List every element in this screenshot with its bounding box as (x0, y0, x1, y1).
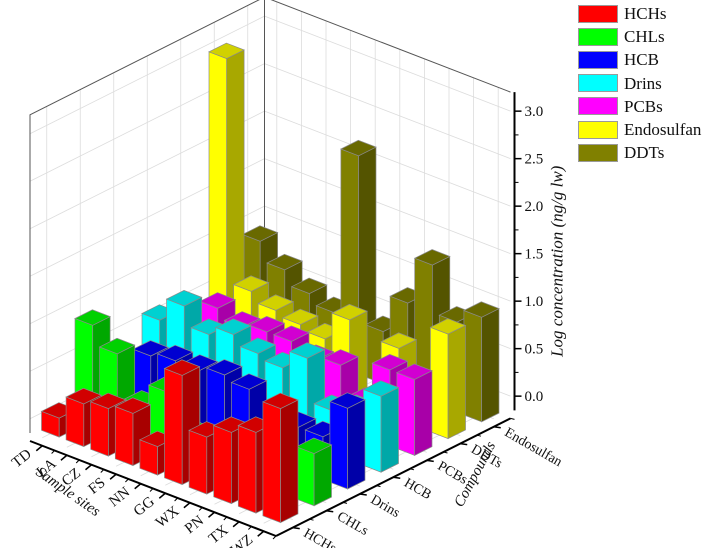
legend-label: PCBs (624, 96, 663, 116)
bar-hcb-wz (329, 392, 366, 490)
legend-swatch-pcbs (578, 97, 618, 116)
site-tick-label: WX (153, 503, 183, 531)
legend: HCHs CHLs HCB Drins PCBs Endosulfan DDTs (578, 2, 701, 164)
z-tick-label: 0.0 (525, 389, 544, 405)
legend-item-hchs: HCHs (578, 2, 701, 25)
compound-tick-label: CHLs (334, 509, 370, 539)
compound-tick-label: HCB (401, 476, 433, 503)
legend-swatch-ddts (578, 143, 618, 162)
bar-pcbs-wz (396, 363, 433, 456)
bar-endosulfan-wz (429, 318, 467, 440)
legend-item-drins: Drins (578, 72, 701, 95)
compound-tick-label: Endosulfan (502, 425, 565, 470)
site-tick-label: TD (9, 446, 35, 471)
site-tick-label: GG (131, 494, 158, 520)
z-tick-label: 3.0 (525, 104, 544, 120)
legend-label: CHLs (624, 27, 665, 47)
legend-swatch-hcb (578, 50, 618, 69)
z-tick-label: 2.0 (525, 199, 544, 215)
compound-tick-label: HCHs (301, 526, 339, 548)
z-tick-label: 2.5 (525, 152, 544, 168)
compound-tick-label: Drins (368, 492, 402, 521)
z-axis-title: Log concentration (ng/g lw) (548, 165, 567, 358)
z-tick-label: 0.5 (525, 342, 544, 358)
bar-endosulfan-td (208, 42, 245, 354)
bar-chls-wz (295, 437, 333, 507)
legend-item-chls: CHLs (578, 25, 701, 48)
legend-item-ddts: DDTs (578, 141, 701, 164)
site-tick-label: NN (106, 484, 133, 510)
z-tick-label: 1.5 (525, 247, 544, 263)
site-tick-label: PN (182, 513, 207, 538)
legend-label: HCB (624, 50, 659, 70)
legend-label: HCHs (624, 4, 667, 24)
site-tick-label: TX (206, 522, 232, 547)
legend-item-endosulfan: Endosulfan (578, 118, 701, 141)
z-tick-label: 1.0 (525, 294, 544, 310)
bar-drins-wz (362, 380, 400, 473)
bar-hchs-wz (262, 392, 299, 524)
legend-label: DDTs (624, 143, 665, 163)
legend-item-hcb: HCB (578, 48, 701, 71)
bar-ddts-wz (463, 301, 500, 423)
legend-item-pcbs: PCBs (578, 95, 701, 118)
legend-swatch-endosulfan (578, 120, 618, 139)
legend-swatch-chls (578, 27, 618, 46)
legend-swatch-drins (578, 74, 618, 93)
legend-label: Drins (624, 73, 662, 93)
site-tick-label: FS (86, 475, 109, 498)
legend-label: Endosulfan (624, 120, 702, 140)
bars (40, 42, 500, 524)
legend-swatch-hchs (578, 4, 618, 23)
site-tick-label: WZ (228, 532, 256, 548)
